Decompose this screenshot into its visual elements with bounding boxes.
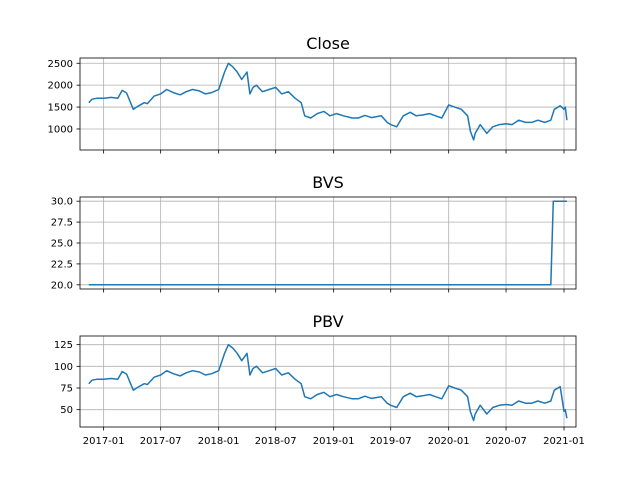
close-series-line-0 [88,62,568,141]
close-ytick-label-1: 1500 [48,103,73,114]
close-panel: Close 1000 1500 2000 2500 [48,34,577,154]
pbv-title: PBV [312,312,343,331]
pbv-xtick-label-7: 2020-07 [485,436,527,447]
pbv-ytick-label-3: 125 [54,340,73,351]
pbv-panel: PBV 50 75 100 125 2017-01 2017-07 2018-01 2018-… [54,312,585,447]
pbv-xtick-label-0: 2017-01 [83,436,125,447]
bvs-series-line-0 [88,200,567,286]
close-ytick-label-3: 2500 [48,59,73,70]
close-title: Close [306,34,350,53]
pbv-ytick-label-0: 50 [60,405,73,416]
close-ytick-label-0: 1000 [48,124,73,135]
pbv-xtick-label-2: 2018-01 [198,436,240,447]
pbv-xtick-label-1: 2017-07 [140,436,182,447]
pbv-xtick-label-3: 2018-07 [255,436,297,447]
bvs-ytick-label-0: 20.0 [51,280,73,291]
pbv-xtick-label-6: 2020-01 [428,436,470,447]
pbv-xtick-label-5: 2019-07 [370,436,412,447]
bvs-ytick-label-4: 30.0 [51,197,73,208]
bvs-ytick-label-1: 22.5 [51,259,73,270]
pbv-ytick-label-2: 100 [54,362,73,373]
bvs-ytick-label-3: 27.5 [51,218,73,229]
pbv-xtick-label-4: 2019-01 [313,436,355,447]
bvs-panel: BVS 20.0 22.5 25.0 27.5 30.0 [51,173,577,293]
pbv-ytick-label-1: 75 [60,384,73,395]
pbv-xtick-label-8: 2021-01 [543,436,585,447]
close-axes-frame [79,57,577,151]
close-ytick-label-2: 2000 [48,81,73,92]
pbv-axes-frame [79,335,577,428]
bvs-title: BVS [312,173,344,192]
pbv-series-line-0 [88,343,568,422]
bvs-ytick-label-2: 25.0 [51,239,73,250]
